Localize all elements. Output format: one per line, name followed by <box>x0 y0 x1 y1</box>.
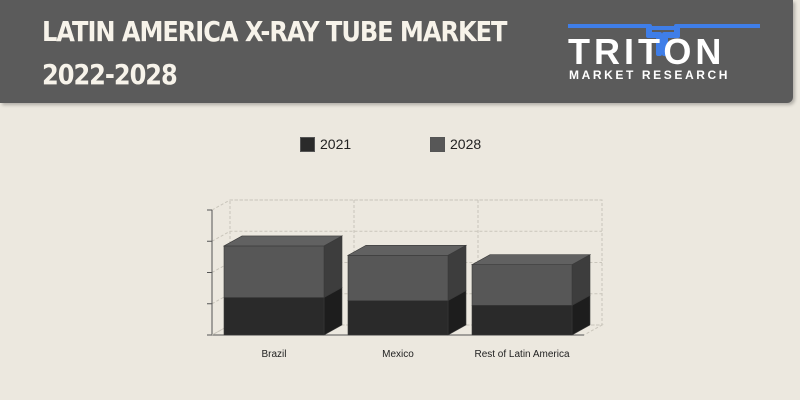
legend-item-2021: 2021 <box>300 136 351 152</box>
bar-side-2028 <box>323 235 343 299</box>
legend-label-2028: 2028 <box>450 136 482 152</box>
bar-top-face <box>470 254 592 265</box>
legend-swatch-2028 <box>430 136 445 152</box>
gridline <box>211 199 602 211</box>
legend-label-2021: 2021 <box>320 136 352 152</box>
title-line-2: 2022-2028 <box>42 58 178 91</box>
bar-2021 <box>223 297 325 336</box>
gridline <box>211 230 602 242</box>
bar-2028 <box>223 245 325 298</box>
chart-title: LATIN AMERICA X-RAY TUBE MARKET 2022-202… <box>42 10 507 96</box>
legend-swatch-2021 <box>300 136 315 152</box>
bar-2028 <box>471 264 573 306</box>
logo-tagline: MARKET RESEARCH <box>569 68 731 82</box>
chart-legend: 2021 2028 <box>0 136 800 156</box>
legend-item-2028: 2028 <box>430 136 481 152</box>
bar-top-face <box>346 245 468 256</box>
header-banner: LATIN AMERICA X-RAY TUBE MARKET 2022-202… <box>0 0 793 103</box>
bar-2021 <box>471 305 573 336</box>
bar-2028 <box>347 255 449 301</box>
bar-top-face <box>222 235 344 247</box>
bar-2021 <box>347 300 449 336</box>
triton-logo: TRITON MARKET RESEARCH <box>566 18 762 84</box>
triton-wordmark-logo: TRITON <box>568 24 760 68</box>
x-tick-label: Mexico <box>382 349 414 360</box>
x-tick-label: Rest of Latin America <box>474 349 569 360</box>
title-line-1: LATIN AMERICA X-RAY TUBE MARKET <box>42 15 507 48</box>
logo-name: TRITON <box>568 31 725 68</box>
x-tick-label: Brazil <box>261 349 286 360</box>
